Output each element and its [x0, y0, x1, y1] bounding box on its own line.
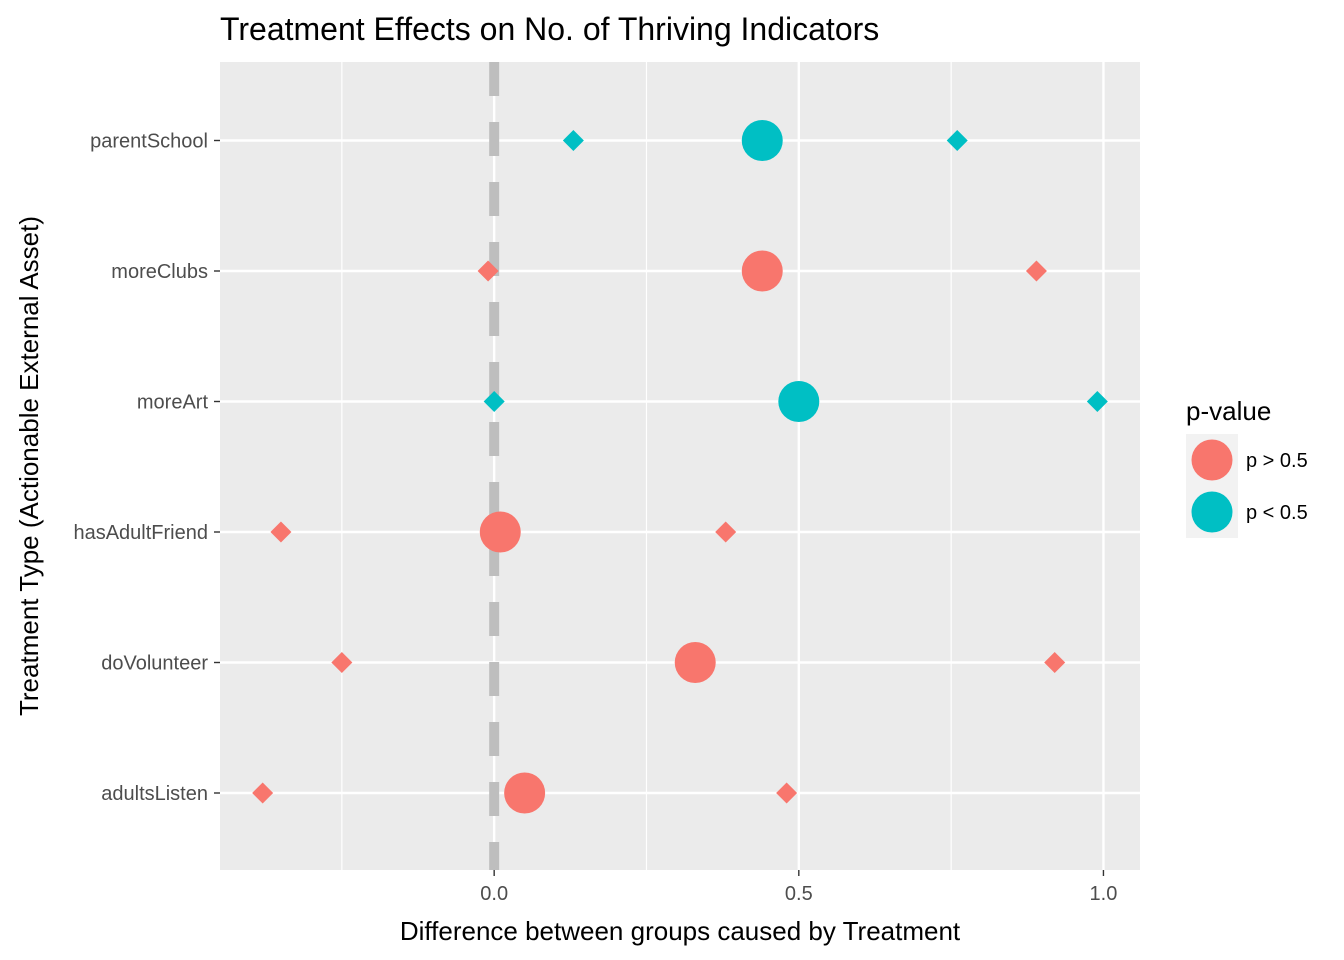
x-axis-title: Difference between groups caused by Trea… — [400, 916, 961, 946]
x-tick-label-1: 0.5 — [785, 883, 813, 905]
y-tick-label-parentSchool: parentSchool — [90, 131, 208, 153]
legend-key-0 — [1191, 439, 1233, 481]
estimate-point-moreClubs — [741, 250, 783, 292]
ci-lower-marker-adultsListen — [252, 782, 274, 804]
legend: p-value p > 0.5 p < 0.5 — [1186, 396, 1308, 538]
x-tick-label-0: 0.0 — [480, 883, 508, 905]
ci-lower-marker-hasAdultFriend — [270, 521, 292, 543]
ci-lower-marker-moreClubs — [477, 260, 499, 282]
plot-panel — [220, 62, 1140, 870]
x-tick-label-2: 1.0 — [1090, 883, 1118, 905]
ci-upper-marker-adultsListen — [776, 782, 798, 804]
ci-upper-marker-doVolunteer — [1044, 652, 1066, 673]
y-tick-label-moreClubs: moreClubs — [111, 261, 208, 283]
y-tick-label-doVolunteer: doVolunteer — [101, 653, 208, 675]
ci-lower-marker-moreArt — [483, 391, 505, 412]
ci-lower-marker-doVolunteer — [331, 652, 353, 673]
ci-upper-marker-moreArt — [1086, 391, 1108, 412]
y-axis-title: Treatment Type (Actionable External Asse… — [14, 216, 44, 716]
y-axis: adultsListen doVolunteer hasAdultFriend mor… — [73, 131, 220, 805]
legend-key-1 — [1191, 491, 1233, 533]
y-tick-label-moreArt: moreArt — [137, 392, 209, 414]
y-tick-label-hasAdultFriend: hasAdultFriend — [73, 522, 208, 544]
y-tick-label-adultsListen: adultsListen — [101, 783, 208, 805]
ci-upper-marker-parentSchool — [946, 130, 968, 151]
estimate-point-doVolunteer — [674, 642, 716, 683]
minor-gridlines — [341, 62, 952, 870]
ci-lower-marker-parentSchool — [562, 130, 584, 151]
ci-upper-marker-hasAdultFriend — [715, 521, 737, 543]
estimate-point-adultsListen — [504, 772, 546, 814]
legend-title: p-value — [1186, 396, 1271, 426]
ci-upper-marker-moreClubs — [1025, 260, 1047, 282]
data-points — [252, 120, 1108, 814]
legend-label-0: p > 0.5 — [1246, 450, 1308, 472]
chart-title: Treatment Effects on No. of Thriving Ind… — [220, 11, 879, 47]
legend-label-1: p < 0.5 — [1246, 502, 1308, 524]
estimate-point-parentSchool — [741, 120, 783, 161]
estimate-point-moreArt — [778, 381, 820, 422]
estimate-point-hasAdultFriend — [479, 511, 521, 553]
x-axis: 0.0 0.5 1.0 — [480, 870, 1117, 905]
